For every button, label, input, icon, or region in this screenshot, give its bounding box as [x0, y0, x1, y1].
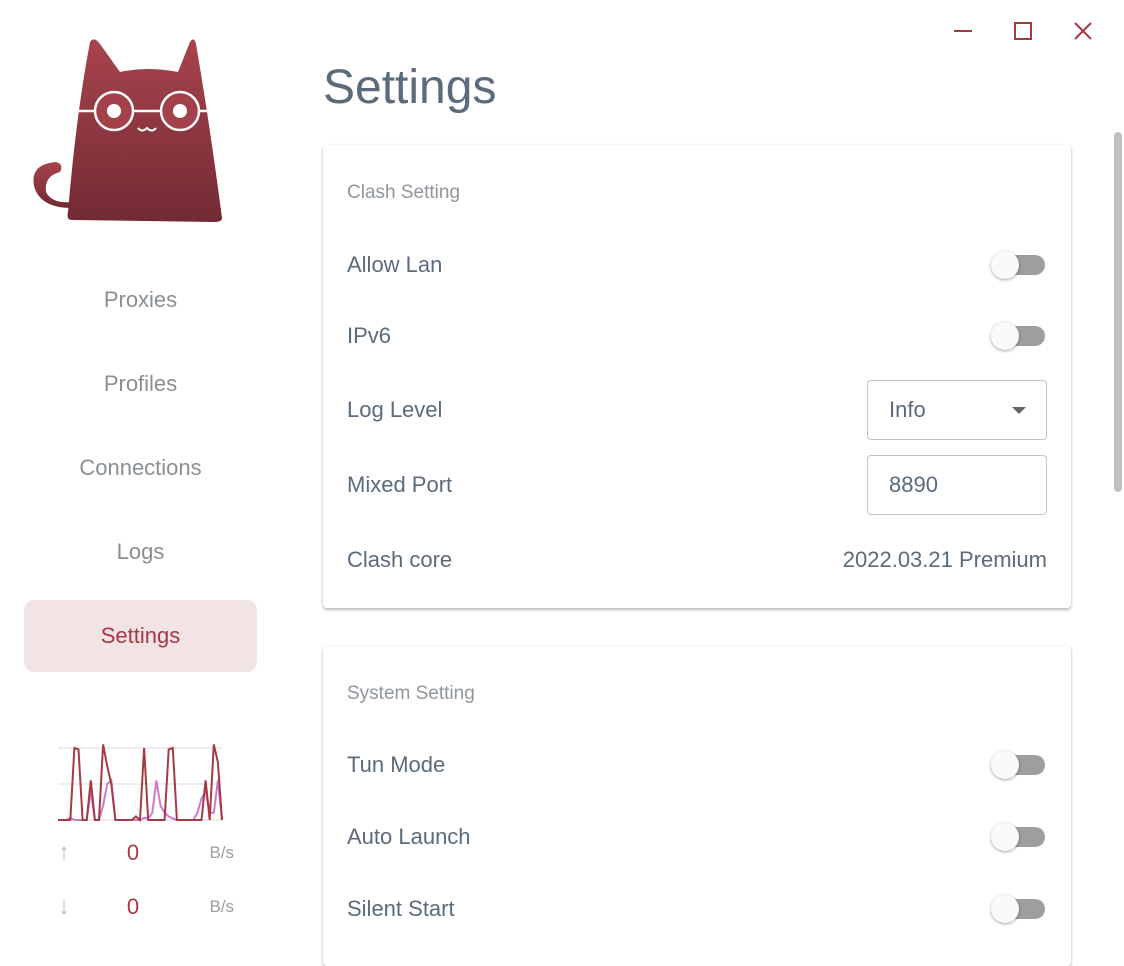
- arrow-up-icon: ↑: [58, 839, 70, 866]
- sidebar-item-settings[interactable]: Settings: [24, 600, 257, 672]
- mixed-port-label: Mixed Port: [347, 472, 453, 497]
- clash-core-row: Clash core 2022.03.21 Premium: [347, 540, 1047, 580]
- download-speed: ↓ 0 B/s: [58, 892, 234, 922]
- traffic-graph: [58, 744, 223, 823]
- download-value: 0: [126, 894, 140, 919]
- auto-launch-row: Auto Launch: [347, 817, 1047, 857]
- download-unit: B/s: [209, 897, 234, 916]
- sidebar-item-connections[interactable]: Connections: [79, 455, 202, 480]
- maximize-button[interactable]: [1005, 14, 1041, 48]
- tun-mode-label: Tun Mode: [347, 752, 446, 777]
- upload-speed: ↑ 0 B/s: [58, 838, 234, 868]
- mixed-port-value: 8890: [889, 472, 938, 497]
- allow-lan-row: Allow Lan: [347, 245, 1047, 285]
- arrow-down-icon: ↓: [58, 893, 70, 920]
- mixed-port-input[interactable]: 8890: [867, 455, 1047, 515]
- minimize-button[interactable]: [945, 14, 981, 48]
- ipv6-label: IPv6: [347, 323, 392, 348]
- close-button[interactable]: [1065, 14, 1101, 48]
- traffic-line-series_a: [58, 744, 223, 823]
- ipv6-row: IPv6: [347, 316, 1047, 356]
- tun-mode-toggle[interactable]: [991, 750, 1047, 780]
- system-setting-card: System Setting Tun Mode Auto Launch Sile…: [323, 646, 1071, 966]
- silent-start-label: Silent Start: [347, 896, 455, 921]
- log-level-label: Log Level: [347, 397, 443, 422]
- sidebar-item-profiles[interactable]: Profiles: [103, 371, 178, 396]
- allow-lan-label: Allow Lan: [347, 252, 443, 277]
- sidebar-item-proxies[interactable]: Proxies: [103, 287, 178, 312]
- upload-unit: B/s: [209, 843, 234, 862]
- scrollbar[interactable]: [1114, 132, 1122, 492]
- clash-core-label: Clash core: [347, 547, 453, 572]
- mixed-port-row: Mixed Port 8890: [347, 455, 1047, 515]
- sidebar-item-logs[interactable]: Logs: [116, 539, 165, 564]
- log-level-select[interactable]: Info: [867, 380, 1047, 440]
- tun-mode-row: Tun Mode: [347, 745, 1047, 785]
- upload-value: 0: [126, 840, 140, 865]
- silent-start-row: Silent Start: [347, 889, 1047, 929]
- card-title: System Setting: [347, 683, 475, 704]
- maximize-icon: [1014, 22, 1032, 40]
- allow-lan-toggle[interactable]: [991, 250, 1047, 280]
- minimize-icon: [954, 30, 972, 32]
- silent-start-toggle[interactable]: [991, 894, 1047, 924]
- cat-logo: [33, 39, 222, 222]
- sidebar: Proxies Profiles Connections Logs Settin…: [0, 0, 280, 937]
- clash-core-version: 2022.03.21 Premium: [842, 547, 1047, 572]
- log-level-row: Log Level Info: [347, 380, 1047, 440]
- auto-launch-toggle[interactable]: [991, 822, 1047, 852]
- auto-launch-label: Auto Launch: [347, 824, 471, 849]
- caret-down-icon: [1012, 407, 1026, 414]
- log-level-value: Info: [889, 397, 926, 422]
- clash-setting-card: Clash Setting Allow Lan IPv6 Log Level I…: [323, 145, 1071, 608]
- close-icon: [1074, 22, 1092, 40]
- ipv6-toggle[interactable]: [991, 321, 1047, 351]
- card-title: Clash Setting: [347, 182, 461, 203]
- page-title: Settings: [323, 61, 497, 114]
